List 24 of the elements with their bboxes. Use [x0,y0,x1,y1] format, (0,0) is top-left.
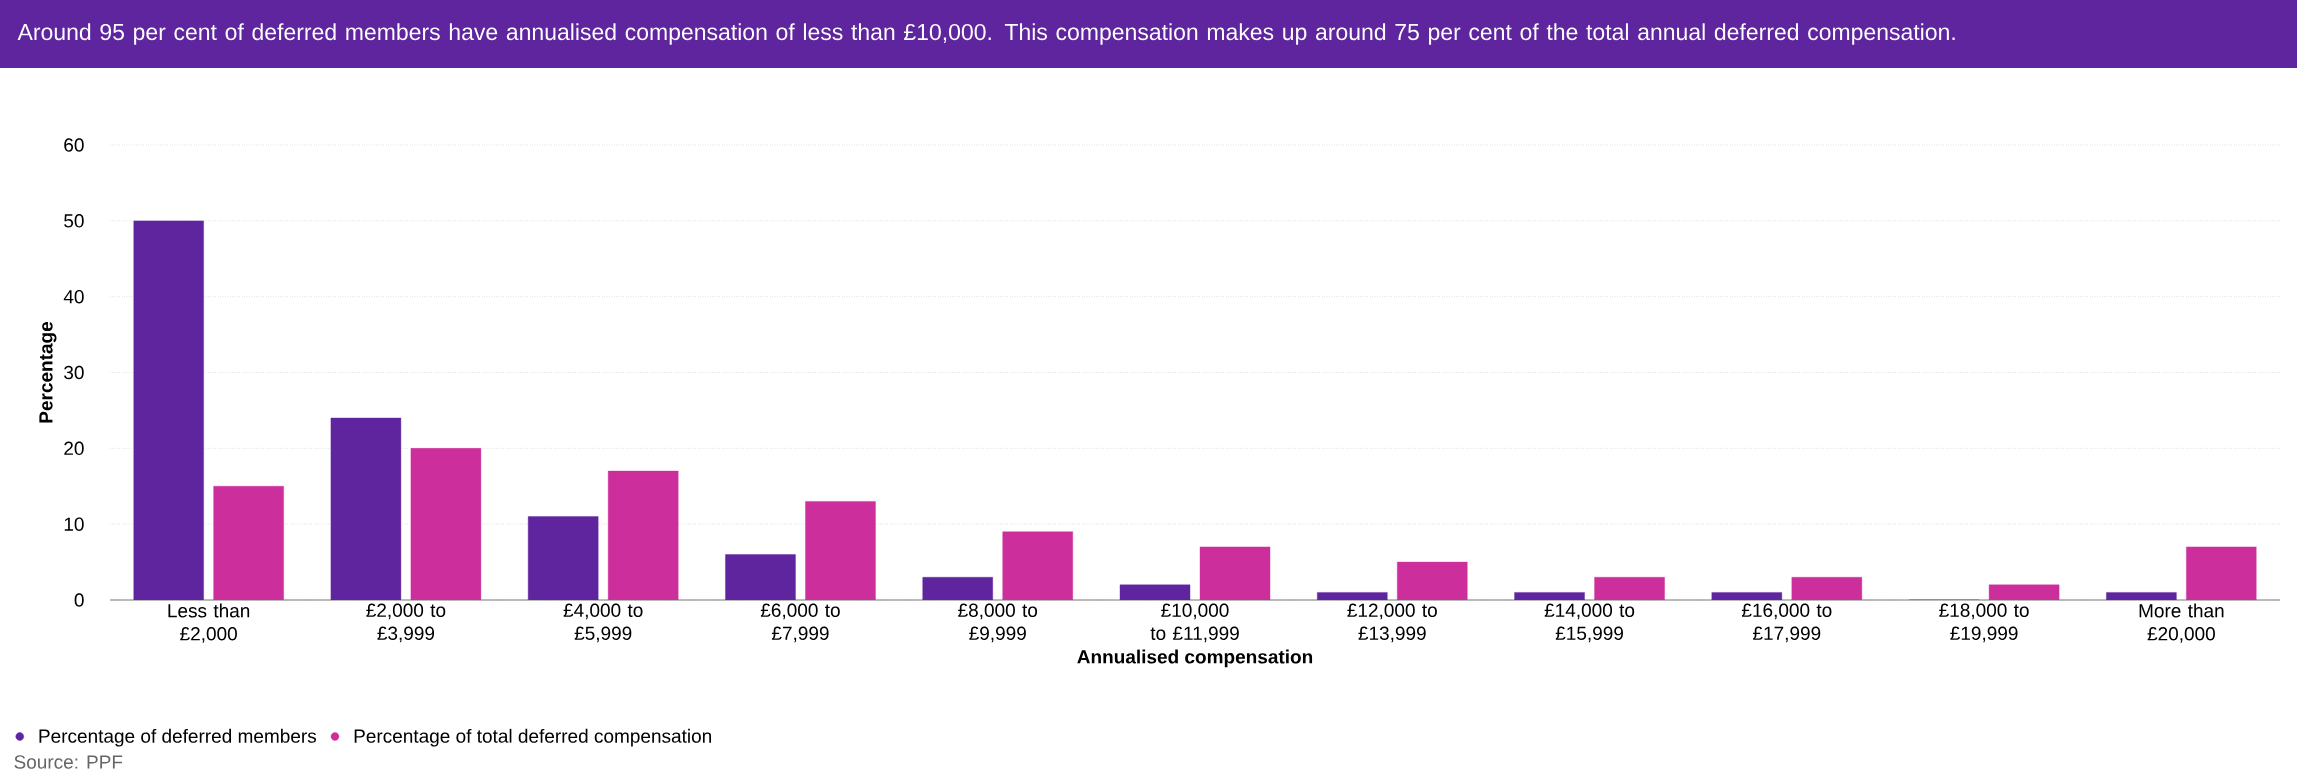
x-tick-label: £10,000 to £11,999 [1150,603,1239,643]
x-tick-label: £14,000 to £15,999 [1544,603,1635,643]
x-tick-label: £8,000 to £9,999 [958,603,1038,643]
y-tick-label: 10 [64,517,84,531]
legend-label: Percentage of deferred members [39,728,317,747]
y-axis-title: Percentage [39,321,57,423]
x-tick-label: £6,000 to £7,999 [760,603,840,643]
legend-label: Percentage of total deferred compensation [354,728,711,747]
x-tick-label: £2,000 to £3,999 [366,603,446,643]
x-tick-label: £4,000 to £5,999 [563,603,643,643]
x-axis-title: Annualised compensation [1077,649,1313,668]
y-tick-label: 30 [64,365,84,380]
x-tick-label: £12,000 to £13,999 [1347,603,1437,643]
y-tick-label: 0 [74,593,84,607]
x-tick-label: Less than £2,000 [168,603,250,643]
y-tick-label: 50 [64,214,84,228]
chart-title: Around 95 per cent of deferred members have annualised compensation of less than £10,000. This compensation makes up around 75 per cent of the total annual deferred compensation. [17,23,1955,45]
x-tick-label: £16,000 to £17,999 [1741,603,1832,643]
source-note: Source: PPF [14,755,123,769]
y-tick-label: 40 [63,289,84,304]
y-tick-label: 20 [64,441,84,456]
x-tick-label: More than £20,000 [2139,603,2224,643]
y-tick-label: 60 [64,138,84,152]
x-tick-label: £18,000 to £19,999 [1939,603,2029,643]
